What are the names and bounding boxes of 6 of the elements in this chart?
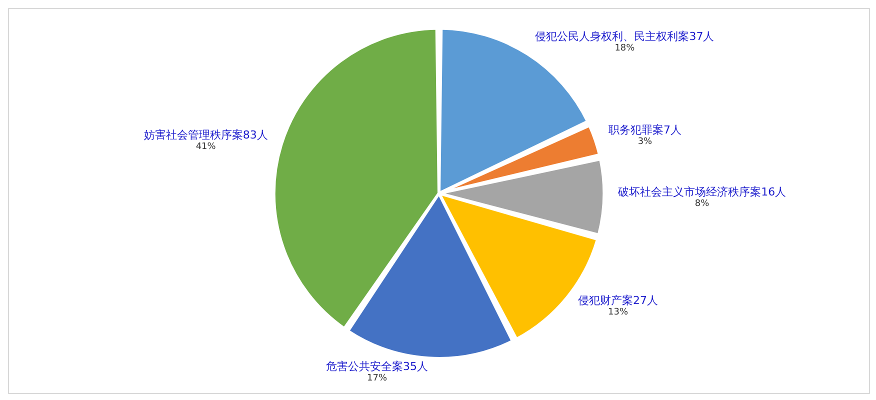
- slice-label: 破坏社会主义市场经济秩序案16人 8%: [617, 185, 786, 209]
- slice-label: 危害公共安全案35人 17%: [326, 360, 428, 384]
- slice-label: 妨害社会管理秩序案83人 41%: [144, 128, 268, 152]
- slice-label: 侵犯公民人身权利、民主权利案37人 18%: [535, 30, 714, 54]
- slice-label: 职务犯罪案7人 3%: [608, 123, 682, 147]
- slice-label: 侵犯财产案27人 13%: [578, 294, 658, 318]
